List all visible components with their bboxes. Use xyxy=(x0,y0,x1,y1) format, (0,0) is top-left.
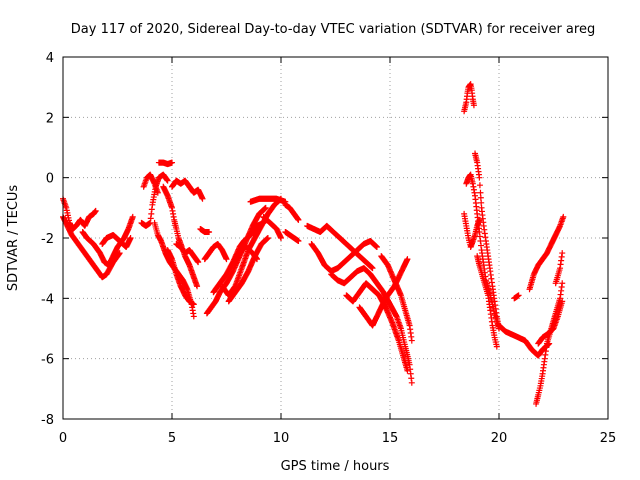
data-point xyxy=(477,189,484,196)
data-segment xyxy=(535,298,566,347)
data-segment xyxy=(552,250,566,287)
data-point xyxy=(476,174,483,181)
y-tick-label: 0 xyxy=(46,172,54,187)
data-segment xyxy=(308,238,380,275)
data-segment xyxy=(173,241,202,266)
data-segment xyxy=(169,177,206,202)
data-point xyxy=(278,235,284,241)
plot-frame xyxy=(62,56,609,420)
data-point xyxy=(206,228,213,235)
data-segment xyxy=(140,171,161,196)
y-tick-label: -2 xyxy=(41,232,54,247)
data-segment xyxy=(60,213,123,281)
data-segment xyxy=(282,228,302,245)
data-point xyxy=(559,250,566,257)
y-tick-label: -6 xyxy=(41,353,54,368)
data-point xyxy=(560,213,567,220)
data-segment xyxy=(526,213,567,293)
data-segment xyxy=(496,322,553,359)
data-point xyxy=(295,238,302,245)
y-axis-label: SDTVAR / TECUs xyxy=(6,185,21,292)
data-point xyxy=(164,177,171,184)
data-segment xyxy=(511,292,522,302)
data-point xyxy=(129,213,136,220)
data-segment xyxy=(219,195,284,299)
data-segment xyxy=(232,244,261,263)
data-segment xyxy=(328,265,415,386)
data-segment xyxy=(201,241,230,263)
data-point xyxy=(264,235,271,241)
data-point xyxy=(194,283,201,290)
data-point xyxy=(190,313,197,320)
data-segment xyxy=(155,159,175,168)
data-point xyxy=(477,194,484,201)
x-axis-label: GPS time / hours xyxy=(281,459,390,474)
data-segment xyxy=(247,195,289,205)
data-point xyxy=(559,298,566,305)
data-segment xyxy=(282,201,302,223)
data-point xyxy=(470,102,477,109)
tick-labels: 0 5 10 15 20 25 -8 -6 -4 -2 0 2 4 xyxy=(41,51,616,446)
chart-title: Day 117 of 2020, Sidereal Day-to-day VTE… xyxy=(71,22,595,37)
x-tick-label: 10 xyxy=(273,431,290,446)
data-point xyxy=(195,259,202,266)
data-point xyxy=(169,159,175,166)
data-segment xyxy=(197,225,213,235)
data-point xyxy=(559,280,566,287)
data-point xyxy=(404,256,411,263)
data-segment xyxy=(164,247,197,308)
grid-lines xyxy=(63,57,608,419)
data-point xyxy=(154,189,161,196)
data-segment xyxy=(533,280,566,407)
data-segment xyxy=(99,231,134,251)
y-tick-label: 2 xyxy=(46,111,54,126)
data-point xyxy=(116,250,123,257)
data-point xyxy=(190,301,197,308)
data-segment xyxy=(79,213,136,269)
data-point xyxy=(369,265,376,272)
x-tick-label: 5 xyxy=(168,431,176,446)
data-point xyxy=(408,337,415,344)
data-point xyxy=(515,292,522,299)
x-tick-label: 0 xyxy=(59,431,67,446)
data-point xyxy=(262,204,269,211)
data-points xyxy=(60,81,567,407)
data-point xyxy=(476,182,483,189)
data-segment xyxy=(60,195,99,232)
data-point xyxy=(199,195,206,202)
x-tick-label: 20 xyxy=(491,431,508,446)
data-point xyxy=(127,235,134,241)
data-point xyxy=(478,199,485,206)
data-point xyxy=(404,367,411,374)
data-segment xyxy=(260,213,284,241)
y-tick-label: -4 xyxy=(41,292,54,307)
data-point xyxy=(373,244,380,251)
data-point xyxy=(295,216,302,223)
data-point xyxy=(254,256,261,263)
data-point xyxy=(408,379,415,386)
x-tick-label: 25 xyxy=(600,431,617,446)
data-segment xyxy=(378,253,415,344)
y-tick-label: -8 xyxy=(41,413,54,428)
data-point xyxy=(493,343,500,350)
x-tick-label: 15 xyxy=(382,431,399,446)
data-point xyxy=(92,207,99,214)
data-segment xyxy=(461,81,477,115)
y-tick-label: 4 xyxy=(46,51,54,66)
data-segment xyxy=(474,253,500,350)
data-point xyxy=(223,256,230,263)
